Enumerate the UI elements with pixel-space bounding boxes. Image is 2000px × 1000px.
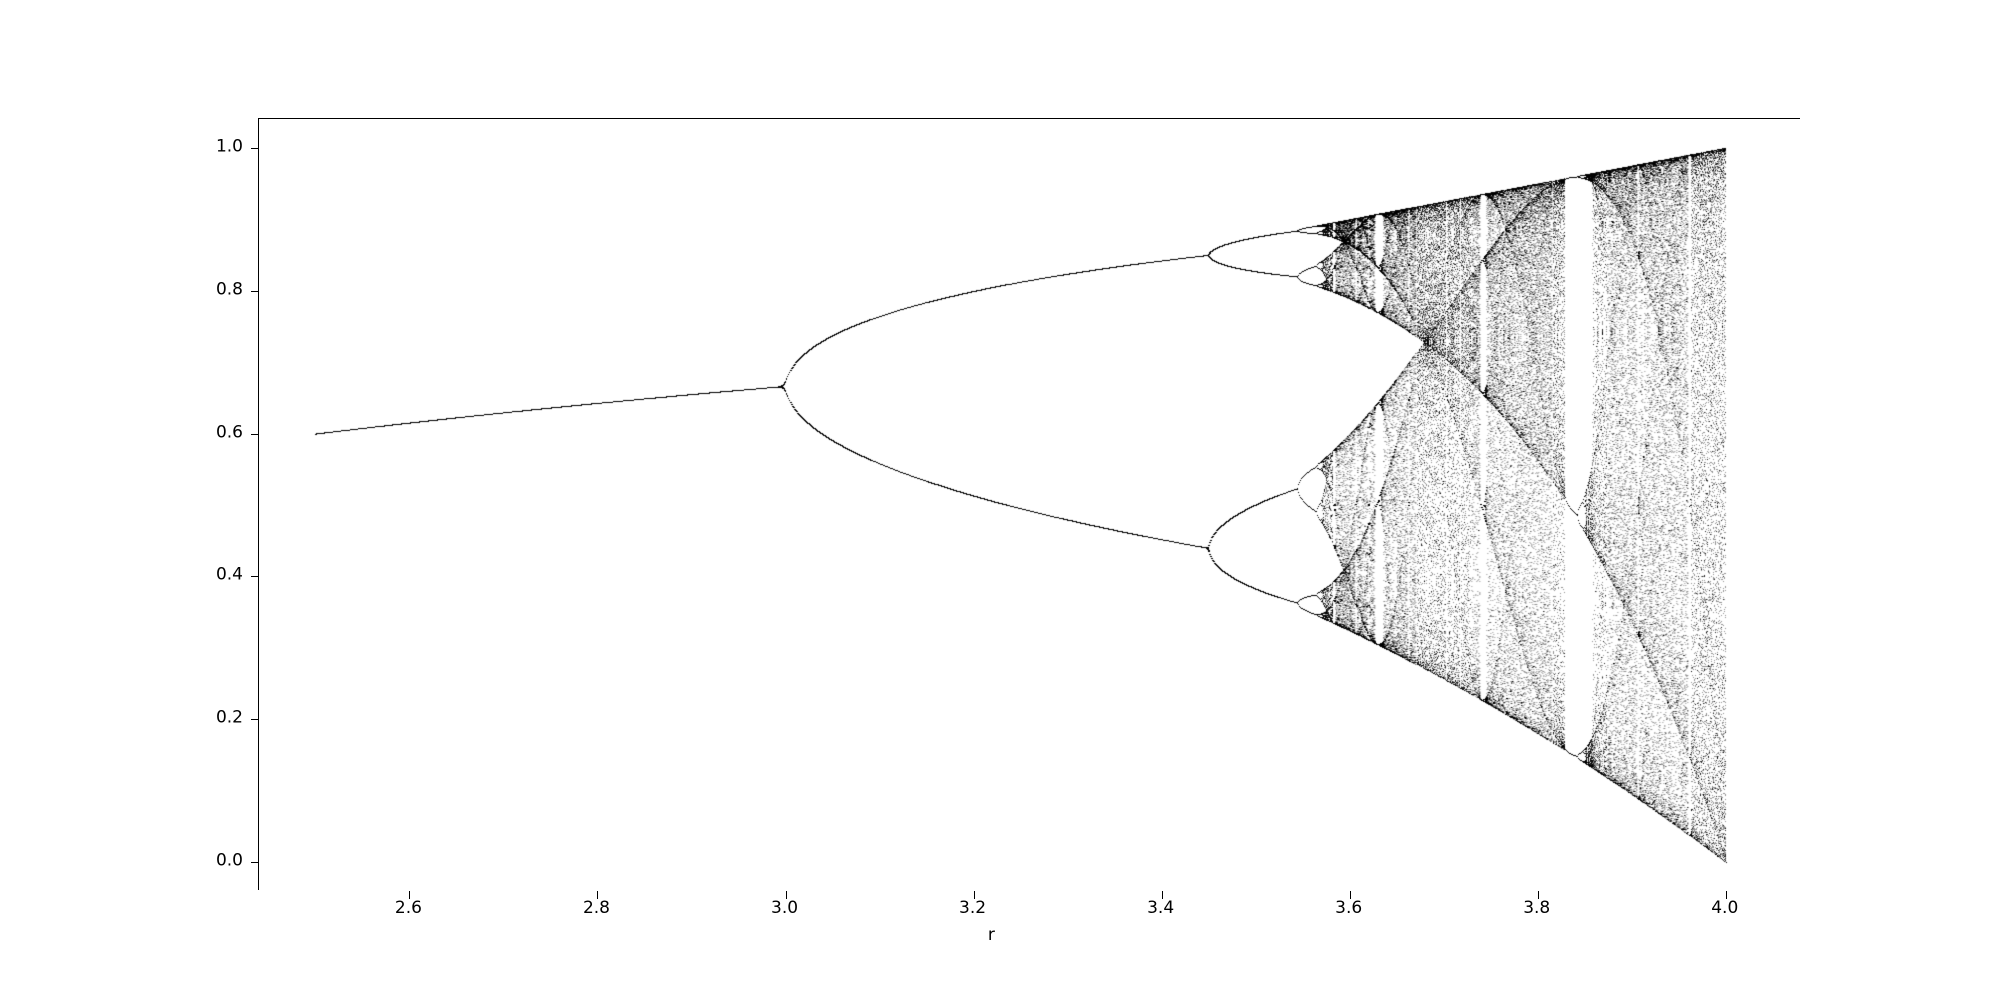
x-axis-tick-label: 3.2 bbox=[959, 898, 987, 918]
y-axis-tick bbox=[251, 433, 259, 435]
y-axis-tick-label: 0.0 bbox=[215, 850, 243, 871]
x-axis-tick bbox=[597, 891, 599, 899]
y-axis-tick-label: 0.2 bbox=[215, 707, 243, 728]
y-axis-tick bbox=[251, 576, 259, 578]
y-axis-tick-labels: 0.0 0.2 0.4 0.6 0.8 1.0 bbox=[0, 0, 243, 1000]
x-axis-tick-label: 3.0 bbox=[771, 898, 799, 918]
x-axis-tick bbox=[1349, 891, 1351, 899]
y-axis-tick bbox=[251, 290, 259, 292]
plot-axes bbox=[251, 118, 1801, 899]
y-axis-tick-label: 0.4 bbox=[215, 564, 243, 585]
x-axis-tick bbox=[409, 891, 411, 899]
x-axis-tick-label: 3.8 bbox=[1523, 898, 1551, 918]
x-axis-tick bbox=[973, 891, 975, 899]
x-axis-title: r bbox=[987, 925, 995, 945]
x-axis-tick bbox=[785, 891, 787, 899]
y-axis-tick-label: 1.0 bbox=[215, 136, 243, 157]
x-axis-tick-label: 3.6 bbox=[1335, 898, 1363, 918]
x-axis-tick-label: 2.6 bbox=[394, 898, 422, 918]
x-axis-tick-label: 4.0 bbox=[1711, 898, 1739, 918]
x-axis-tick-label: 3.4 bbox=[1147, 898, 1175, 918]
x-axis-tick bbox=[1725, 891, 1727, 899]
y-axis-tick-label: 0.8 bbox=[215, 279, 243, 300]
y-axis-tick bbox=[251, 147, 259, 149]
x-axis-tick bbox=[1161, 891, 1163, 899]
y-axis-tick-label: 0.6 bbox=[215, 422, 243, 443]
bifurcation-plot-canvas bbox=[259, 119, 1801, 891]
x-axis-tick bbox=[1537, 891, 1539, 899]
y-axis-tick bbox=[251, 862, 259, 864]
y-axis-tick bbox=[251, 719, 259, 721]
x-axis-tick-label: 2.8 bbox=[582, 898, 611, 918]
